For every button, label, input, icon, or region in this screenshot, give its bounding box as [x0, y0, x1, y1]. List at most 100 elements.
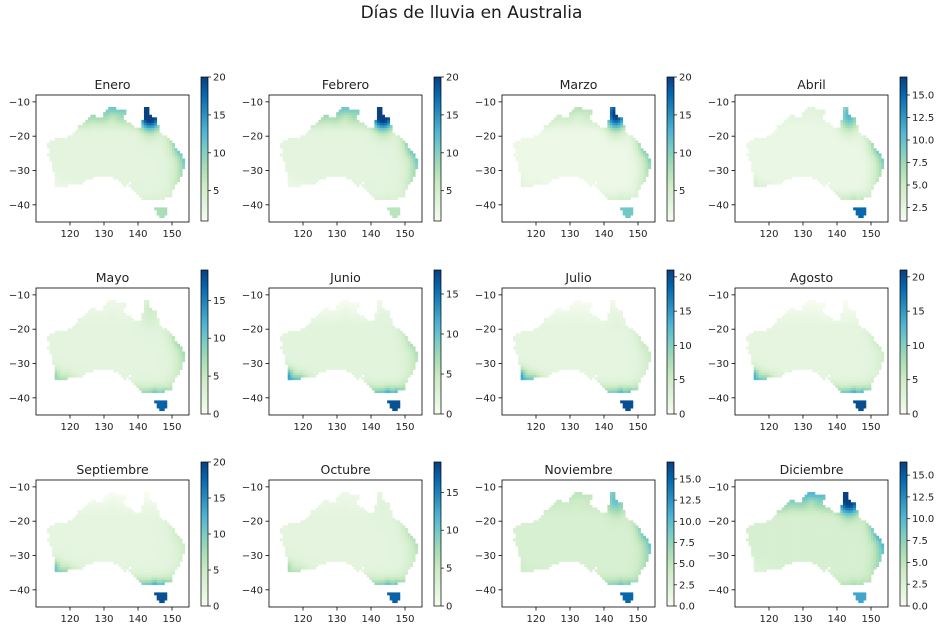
heatmap-cell	[98, 140, 101, 144]
heatmap-cell	[382, 127, 385, 131]
heatmap-cell	[290, 179, 294, 183]
heatmap-cell	[604, 194, 608, 198]
heatmap-cell	[105, 135, 109, 139]
heatmap-cell	[822, 150, 826, 154]
heatmap-cell	[638, 145, 641, 149]
heatmap-cell	[387, 155, 391, 159]
heatmap-cell	[791, 140, 795, 144]
heatmap-cell	[774, 148, 777, 152]
heatmap-cell	[133, 166, 137, 170]
heatmap-cell	[389, 171, 393, 175]
heatmap-cell	[166, 161, 170, 164]
heatmap-cell	[523, 143, 527, 146]
heatmap-cell	[303, 137, 306, 141]
heatmap-cell	[566, 161, 570, 164]
heatmap-cell	[617, 197, 621, 201]
heatmap-cell	[587, 112, 590, 116]
heatmap-cell	[98, 161, 101, 164]
heatmap-cell	[143, 179, 147, 183]
heatmap-cell	[161, 184, 165, 188]
heatmap-cell	[164, 191, 168, 195]
heatmap-cell	[820, 179, 823, 183]
heatmap-cell	[579, 150, 583, 154]
heatmap-cell	[612, 122, 616, 126]
heatmap-cell	[154, 143, 158, 146]
heatmap-cell	[840, 176, 844, 180]
heatmap-cell	[305, 176, 309, 180]
heatmap-cell	[70, 168, 73, 172]
heatmap-cell	[136, 191, 140, 195]
heatmap-cell	[558, 166, 562, 170]
heatmap-cell	[758, 155, 762, 159]
heatmap-cell	[57, 168, 61, 172]
heatmap-cell	[410, 171, 413, 175]
heatmap-cell	[341, 127, 345, 131]
heatmap-cell	[525, 143, 529, 146]
heatmap-cell	[832, 130, 836, 134]
heatmap-cell	[72, 135, 76, 139]
y-tick-label: −30	[242, 166, 263, 177]
heatmap-cell	[169, 191, 173, 195]
heatmap-cell	[569, 140, 573, 144]
heatmap-cell	[556, 161, 560, 164]
heatmap-cell	[822, 163, 826, 167]
heatmap-cell	[804, 153, 808, 157]
heatmap-cell	[100, 168, 104, 172]
heatmap-cell	[779, 137, 783, 141]
heatmap-cell	[290, 171, 294, 175]
heatmap-cell	[566, 153, 570, 157]
heatmap-cell	[825, 130, 828, 134]
heatmap-cell	[632, 179, 636, 183]
heatmap-cell	[832, 179, 836, 183]
heatmap-cell	[643, 173, 646, 177]
heatmap-cell	[630, 207, 634, 211]
heatmap-cell	[589, 137, 593, 141]
heatmap-cell	[602, 176, 606, 180]
heatmap-cell	[179, 168, 183, 172]
heatmap-cell	[105, 145, 109, 149]
heatmap-cell	[827, 130, 831, 134]
heatmap-cell	[784, 171, 788, 175]
heatmap-cell	[151, 155, 155, 159]
heatmap-cell	[392, 186, 396, 190]
heatmap-cell	[108, 166, 112, 170]
heatmap-cell	[804, 171, 808, 175]
heatmap-cell	[392, 158, 396, 162]
heatmap-cell	[159, 135, 163, 139]
heatmap-cell	[415, 161, 419, 164]
heatmap-cell	[146, 137, 150, 141]
heatmap-cell	[627, 148, 631, 152]
heatmap-cell	[384, 145, 388, 149]
heatmap-cell	[394, 207, 398, 211]
heatmap-cell	[374, 171, 378, 175]
heatmap-cell	[799, 130, 803, 134]
heatmap-cell	[865, 155, 869, 159]
heatmap-cell	[763, 179, 767, 183]
heatmap-cell	[571, 122, 575, 126]
heatmap-cell	[548, 122, 552, 126]
heatmap-cell	[581, 122, 585, 126]
heatmap-cell	[110, 166, 114, 170]
heatmap-cell	[85, 130, 89, 134]
heatmap-cell	[369, 140, 373, 144]
heatmap-cell	[640, 168, 644, 172]
heatmap-cell	[850, 158, 854, 162]
heatmap-cell	[300, 145, 304, 149]
heatmap-cell	[627, 161, 631, 164]
heatmap-cell	[348, 150, 352, 154]
heatmap-cell	[121, 143, 124, 146]
heatmap-cell	[59, 176, 63, 180]
heatmap-cell	[584, 155, 588, 159]
heatmap-cell	[820, 171, 823, 175]
heatmap-cell	[858, 163, 862, 167]
heatmap-cell	[865, 184, 869, 188]
heatmap-cell	[817, 117, 821, 121]
heatmap-cell	[604, 140, 608, 144]
heatmap-cell	[138, 143, 142, 146]
heatmap-cell	[842, 122, 846, 126]
heatmap-cell	[374, 158, 378, 162]
heatmap-cell	[52, 153, 56, 157]
heatmap-cell	[538, 179, 542, 183]
heatmap-cell	[90, 163, 94, 167]
heatmap-cell	[133, 163, 137, 167]
